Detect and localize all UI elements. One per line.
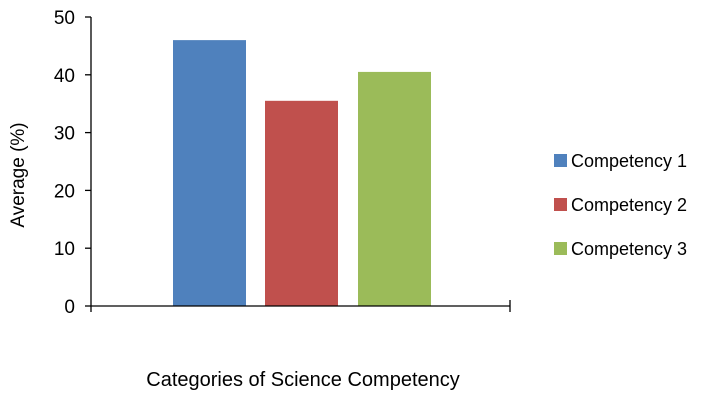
legend-swatch-3: [554, 242, 567, 255]
legend-label-2: Competency 2: [571, 195, 687, 215]
x-axis-title: Categories of Science Competency: [146, 369, 460, 391]
legend-label-1: Competency 1: [571, 151, 687, 171]
y-tick-label: 10: [54, 239, 75, 260]
y-tick-label: 20: [54, 181, 75, 202]
y-tick-labels: 0 10 20 30 40 50: [54, 8, 75, 318]
axes-layer: [85, 16, 511, 312]
legend-label-3: Competency 3: [571, 239, 687, 259]
bar-3: [358, 71, 431, 306]
bar-2: [265, 100, 338, 306]
y-tick-label: 40: [54, 66, 75, 87]
bar-1: [173, 40, 246, 307]
legend: Competency 1 Competency 2 Competency 3: [554, 151, 687, 259]
y-tick-label: 50: [54, 8, 75, 29]
bars-layer: [173, 40, 431, 307]
legend-swatch-1: [554, 154, 567, 167]
legend-swatch-2: [554, 198, 567, 211]
y-tick-label: 0: [64, 297, 75, 318]
y-axis-title: Average (%): [8, 122, 29, 227]
y-tick-label: 30: [54, 124, 75, 145]
